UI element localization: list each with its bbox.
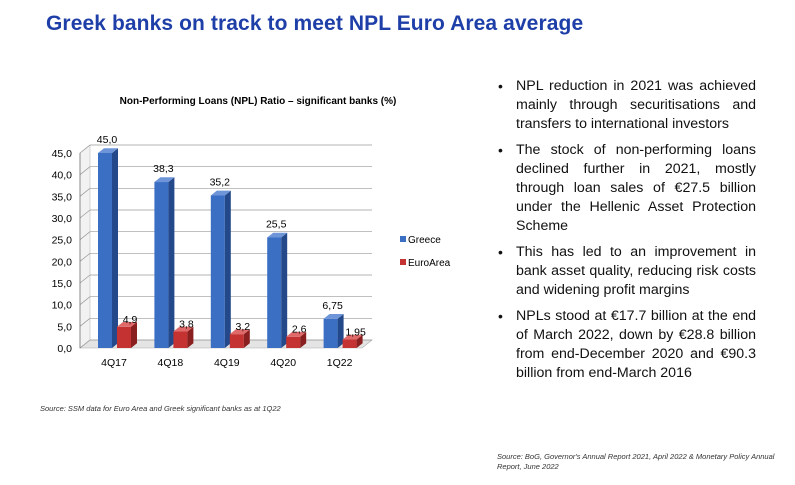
bar-side	[112, 148, 118, 348]
grid-line-diag	[79, 209, 91, 219]
bar-top	[117, 321, 137, 327]
y-tick-label: 40,0	[52, 170, 73, 182]
npl-ratio-chart: 0,0 5,0 10,0 15,0 20,0 25,0 30,0 35,0 40,0 45,0 45…	[52, 134, 451, 369]
bar	[154, 177, 175, 348]
bullet-text: The stock of non-performing loans declin…	[516, 142, 756, 234]
bullet-list: • NPL reduction in 2021 was achieved main…	[494, 77, 756, 390]
bar-side	[356, 334, 363, 348]
bar-side	[168, 177, 175, 348]
legend-label: Greece	[408, 235, 441, 246]
grid-line-diag	[79, 339, 91, 349]
bar-side	[337, 313, 344, 348]
y-tick-label: 15,0	[52, 278, 73, 290]
data-label-euroarea: 3,2	[235, 321, 250, 333]
y-tick-label: 30,0	[52, 213, 73, 225]
x-tick-label: 4Q17	[101, 357, 127, 369]
data-label-greece: 25,5	[266, 219, 287, 231]
bar-front	[173, 331, 188, 348]
bullet-text: This has led to an improvement in bank a…	[516, 244, 756, 298]
bullet-dot-icon: •	[498, 142, 503, 158]
bar-top	[154, 177, 175, 183]
side-wall	[79, 144, 91, 349]
x-tick-label: 4Q18	[158, 357, 184, 369]
grid-line-diag	[79, 188, 91, 197]
x-tick-label: 4Q20	[270, 357, 296, 369]
bar	[342, 334, 363, 348]
bar-side	[243, 329, 250, 348]
legend-swatch	[400, 236, 406, 242]
data-label-greece: 6,75	[322, 300, 343, 312]
y-tick-label: 45,0	[52, 148, 73, 160]
data-label-greece: 38,3	[153, 163, 174, 175]
bullet-item: • The stock of non-performing loans decli…	[494, 141, 756, 236]
bullet-dot-icon: •	[498, 244, 503, 260]
bar-front	[210, 195, 225, 348]
bar-front	[98, 153, 112, 348]
bar-front	[267, 237, 282, 348]
chart-title: Non-Performing Loans (NPL) Ratio – signi…	[119, 96, 397, 107]
bar-front	[117, 326, 131, 348]
bar-side	[224, 190, 231, 348]
grid-line-diag	[79, 253, 91, 262]
data-label-greece: 35,2	[210, 176, 231, 188]
bar-top	[210, 190, 231, 196]
bar-front	[229, 334, 244, 348]
bar-top	[173, 326, 194, 332]
bar	[117, 321, 137, 348]
bullet-item: • This has led to an improvement in bank …	[494, 243, 756, 300]
data-label-euroarea: 2,6	[292, 324, 307, 336]
bar-top	[286, 331, 307, 337]
bullet-item: • NPLs stood at €17.7 billion at the end …	[494, 307, 756, 383]
grid-line-diag	[79, 231, 91, 240]
bar-top	[267, 232, 288, 238]
bar	[98, 148, 118, 348]
bullet-text: NPL reduction in 2021 was achieved mainl…	[516, 78, 756, 132]
bullet-item: • NPL reduction in 2021 was achieved main…	[494, 77, 756, 134]
bar	[323, 313, 344, 348]
y-tick-label: 35,0	[52, 191, 73, 203]
page-title: Greek banks on track to meet NPL Euro Ar…	[46, 12, 584, 35]
bar	[286, 331, 307, 348]
bar-front	[342, 339, 357, 348]
bar	[267, 232, 288, 348]
bar-top	[323, 313, 344, 319]
bar-side	[187, 326, 194, 348]
grid-line-diag	[79, 274, 91, 284]
page-source: Source: BoG, Governor's Annual Report 20…	[497, 452, 775, 471]
data-label-euroarea: 3,8	[179, 319, 194, 331]
bar-front	[323, 318, 338, 348]
bar	[210, 190, 231, 348]
y-tick-label: 20,0	[52, 256, 73, 268]
grid-line-diag	[79, 296, 91, 305]
bar-side	[131, 321, 137, 348]
x-tick-label: 4Q19	[214, 357, 240, 369]
data-label-euroarea: 4,9	[123, 314, 138, 326]
chart-source: Source: SSM data for Euro Area and Greek…	[40, 404, 281, 413]
bar	[173, 326, 194, 348]
data-label-euroarea: 1,95	[345, 327, 366, 339]
y-tick-label: 0,0	[57, 343, 72, 355]
bullet-text: NPLs stood at €17.7 billion at the end o…	[516, 308, 756, 381]
bullet-dot-icon: •	[498, 78, 503, 94]
y-tick-label: 5,0	[57, 321, 72, 333]
grid-line-diag	[79, 144, 91, 154]
bar-front	[154, 182, 169, 348]
legend-label: EuroArea	[408, 258, 451, 269]
grid-line-diag	[79, 318, 91, 327]
bar	[229, 329, 250, 348]
bar-top	[342, 334, 363, 340]
y-tick-label: 10,0	[52, 300, 73, 312]
bar-front	[286, 336, 301, 348]
legend-swatch	[400, 259, 406, 265]
data-label-greece: 45,0	[97, 134, 118, 146]
x-tick-label: 1Q22	[327, 357, 353, 369]
grid-line-diag	[79, 166, 91, 175]
bar-side	[281, 232, 288, 348]
bar-top	[229, 329, 250, 335]
bullet-dot-icon: •	[498, 308, 503, 324]
bar-top	[98, 148, 118, 153]
y-tick-label: 25,0	[52, 235, 73, 247]
bar-side	[300, 331, 307, 348]
